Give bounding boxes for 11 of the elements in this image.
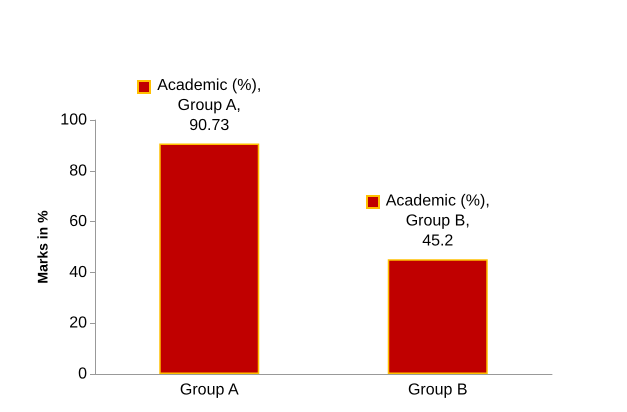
y-tick-label: 0 [78, 366, 88, 382]
y-tick-label: 60 [69, 213, 88, 230]
y-axis-title: Marks in % [34, 210, 50, 284]
y-tick-label: 80 [69, 162, 88, 180]
data-label: Academic (%), Group B, 45.2 [386, 192, 490, 250]
data-label: Academic (%), Group A, 90.73 [157, 77, 262, 134]
y-tick-label: 100 [60, 112, 88, 128]
x-tick-label: Group A [180, 382, 239, 398]
y-tick-label: 20 [69, 314, 88, 332]
y-tick-label: 40 [69, 264, 88, 281]
x-tick-label: Group B [408, 382, 468, 398]
